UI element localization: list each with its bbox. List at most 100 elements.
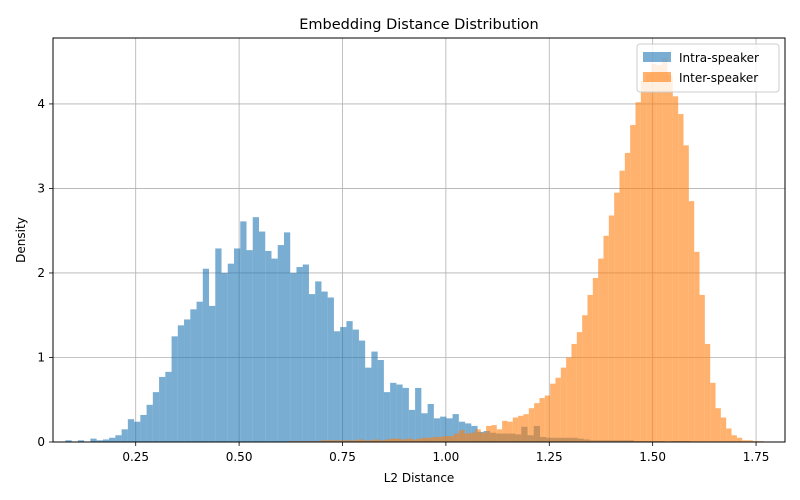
legend-box	[636, 43, 780, 93]
histogram-bar	[411, 439, 417, 442]
histogram-bar	[336, 440, 343, 442]
series-inter-speaker	[288, 58, 764, 443]
histogram-bar	[742, 440, 748, 442]
histogram-bar	[146, 404, 153, 442]
histogram-bar	[416, 438, 423, 442]
histogram-bar	[608, 215, 615, 442]
histogram-bar	[512, 417, 519, 442]
histogram-bar	[352, 329, 359, 442]
histogram-bar	[395, 438, 401, 442]
histogram-bar	[326, 440, 332, 442]
histogram-bar	[321, 291, 328, 442]
histogram-bar	[603, 235, 609, 442]
histogram-bar	[190, 309, 197, 442]
histogram-bar	[379, 440, 385, 442]
histogram-bar	[368, 440, 375, 442]
histogram-bar	[340, 327, 347, 442]
histogram-bar	[171, 336, 178, 442]
x-tick-label: 1.75	[743, 450, 770, 464]
histogram-bar	[454, 433, 460, 442]
histogram-bar	[165, 371, 172, 442]
histogram-bar	[646, 73, 652, 442]
legend-swatch	[643, 52, 671, 62]
histogram-bar	[234, 248, 241, 442]
histogram-bar	[202, 268, 210, 442]
histogram-bar	[736, 437, 743, 442]
histogram-bar	[358, 439, 364, 442]
histogram-bar	[619, 170, 625, 442]
x-tick-label: 1.50	[639, 450, 666, 464]
plot-frame	[52, 37, 786, 443]
histogram-bar	[688, 201, 695, 442]
histogram-bar	[371, 351, 378, 442]
histogram-bar	[342, 440, 348, 442]
histogram-bar	[710, 382, 716, 442]
x-axis: 0.25 0.50 0.75 1.00 1.25 1.50 1.75	[122, 442, 769, 464]
histogram-bar	[400, 439, 407, 442]
histogram-bar	[438, 436, 444, 442]
histogram-bar	[302, 264, 309, 442]
histogram-bar	[65, 440, 72, 442]
histogram-bar	[459, 430, 465, 442]
histogram-bar	[327, 297, 334, 442]
histogram-bar	[177, 325, 185, 442]
histogram-bar	[726, 428, 732, 442]
y-axis: 0 1 2 3 4	[37, 97, 53, 449]
histogram-bar	[215, 248, 222, 442]
histogram-bar	[592, 278, 599, 442]
histogram-bar	[544, 395, 551, 442]
histogram-bar	[587, 294, 593, 442]
histogram-bar	[624, 152, 631, 442]
y-tick-label: 1	[37, 350, 45, 364]
histogram-bar	[115, 435, 122, 442]
legend-swatch	[643, 72, 671, 82]
histogram-bar	[277, 245, 284, 442]
histogram-bar	[528, 408, 535, 442]
histogram-bar	[134, 421, 141, 442]
histogram-bar	[448, 436, 455, 442]
histogram-bar	[656, 65, 663, 443]
histogram-bar	[127, 419, 135, 442]
x-tick-label: 1.25	[536, 450, 563, 464]
histogram-bar	[635, 102, 641, 442]
histogram-bar	[184, 319, 191, 442]
x-axis-label: L2 Distance	[384, 471, 455, 485]
y-axis-label: Density	[14, 217, 28, 263]
x-tick-label: 0.75	[329, 450, 356, 464]
histogram-bars	[65, 58, 764, 443]
histogram-bar	[408, 409, 416, 442]
histogram-bar	[365, 367, 372, 442]
histogram-bar	[523, 414, 529, 442]
histogram-bar	[446, 418, 453, 442]
histogram-bar	[640, 81, 647, 442]
histogram-bar	[598, 258, 604, 442]
histogram-bar	[384, 439, 391, 442]
histogram-bar	[377, 360, 384, 442]
histogram-bar	[560, 367, 567, 442]
histogram-bar	[486, 425, 492, 442]
histogram-bar	[320, 440, 327, 442]
histogram-bar	[358, 340, 366, 442]
histogram-bar	[252, 217, 259, 442]
legend: Intra-speaker Inter-speaker	[636, 43, 780, 93]
histogram-bar	[363, 440, 369, 442]
histogram-bar	[571, 343, 577, 442]
histogram-bar	[475, 429, 481, 442]
legend-label: Inter-speaker	[679, 71, 758, 85]
histogram-bar	[296, 267, 303, 442]
histogram-bar	[196, 301, 203, 442]
histogram-bar	[452, 414, 459, 442]
histogram-bar	[747, 440, 753, 442]
histogram-bar	[651, 64, 657, 442]
histogram-bar	[246, 250, 253, 442]
histogram-bar	[440, 416, 447, 442]
histogram-bar	[396, 384, 403, 442]
histogram-bar	[152, 392, 160, 442]
histogram-bar	[667, 75, 673, 442]
histogram-bar	[140, 414, 147, 442]
histogram-bar	[704, 343, 711, 442]
histogram-bar	[346, 321, 353, 442]
histogram-bar	[422, 437, 428, 442]
histogram-bar	[402, 387, 409, 442]
